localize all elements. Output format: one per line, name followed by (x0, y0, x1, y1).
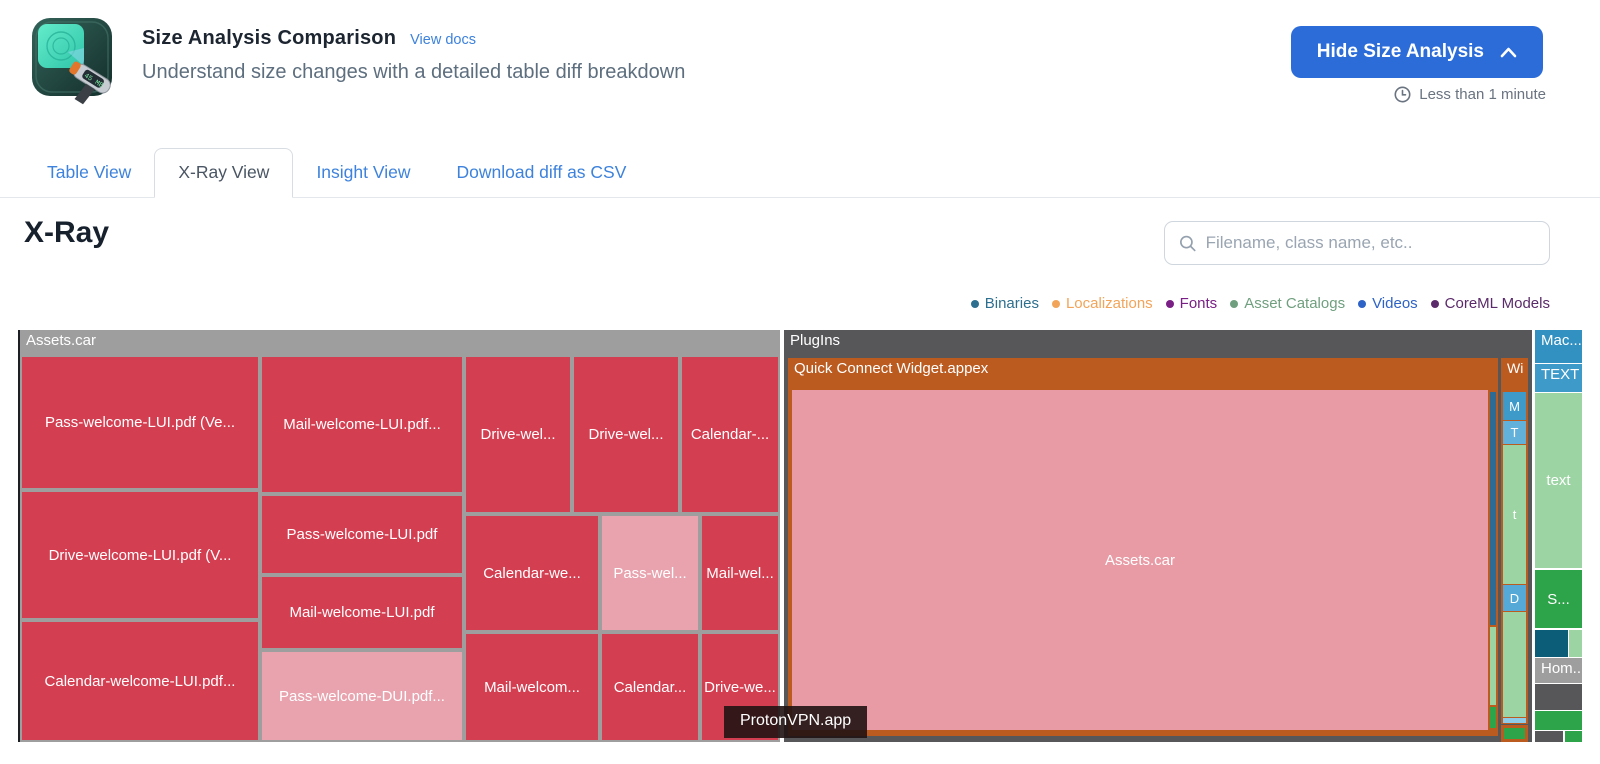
cell-hom-label: Hom... (1541, 660, 1582, 677)
search-icon (1180, 235, 1196, 251)
legend-dot-binaries (970, 299, 979, 308)
cell-text-upper[interactable]: TEXT (1535, 364, 1582, 392)
legend-item-videos[interactable]: Videos (1358, 295, 1418, 312)
xray-gun-icon: 45 MB (32, 18, 112, 105)
cell-d[interactable]: D (1503, 585, 1526, 611)
tab-bar: Table View X-Ray View Insight View Download… (0, 148, 1600, 198)
cell-assets-car-pink[interactable]: Assets.car (792, 390, 1488, 730)
group-mac-label: Mac... (1541, 332, 1582, 349)
legend-label: Asset Catalogs (1244, 295, 1346, 312)
cell-text-lower[interactable]: text (1535, 393, 1582, 568)
cell-t-lower[interactable]: t (1503, 445, 1526, 584)
cell-drive-wel-1[interactable]: Drive-wel... (466, 357, 570, 512)
cell-text-upper-label: TEXT (1541, 366, 1580, 383)
legend-label: CoreML Models (1444, 295, 1550, 312)
chevron-up-icon (1500, 47, 1517, 57)
cell-mail-wel[interactable]: Mail-wel... (702, 516, 778, 630)
cell-mac-green2[interactable] (1565, 731, 1582, 742)
group-quick-connect-widget-label: Quick Connect Widget.appex (794, 360, 989, 377)
header-title-row: Size Analysis Comparison View docs (142, 27, 476, 50)
tab-x-ray-view[interactable]: X-Ray View (154, 148, 294, 198)
cell-wi-mini-green[interactable] (1504, 728, 1525, 739)
group-mac[interactable]: Mac... (1535, 330, 1582, 363)
legend-dot-localizations (1051, 299, 1060, 308)
legend-item-binaries[interactable]: Binaries (970, 295, 1039, 312)
search-input[interactable] (1205, 233, 1535, 253)
cell-mac-gray2[interactable] (1535, 731, 1563, 742)
legend-dot-asset-catalogs (1230, 299, 1239, 308)
cell-mail-welcom[interactable]: Mail-welcom... (466, 634, 598, 740)
legend-dot-videos (1358, 299, 1367, 308)
search-box[interactable] (1164, 221, 1550, 265)
cell-strip-blue[interactable] (1490, 392, 1496, 625)
legend-label: Localizations (1065, 295, 1153, 312)
cell-pass-welcome-lui-ve[interactable]: Pass-welcome-LUI.pdf (Ve... (22, 357, 258, 488)
cell-wi-bluesliver[interactable] (1503, 718, 1526, 723)
duration-text: Less than 1 minute (1419, 86, 1546, 103)
cell-mail-welcome-lui-1[interactable]: Mail-welcome-LUI.pdf... (262, 357, 462, 492)
cell-calendar-2[interactable]: Calendar... (602, 634, 698, 740)
duration-indicator: Less than 1 minute (1394, 86, 1546, 103)
cell-calendar-1[interactable]: Calendar-... (682, 357, 778, 512)
legend-item-asset-catalogs[interactable]: Asset Catalogs (1230, 295, 1345, 312)
cell-strip-lightgreen[interactable] (1490, 627, 1496, 705)
cell-drive-wel-2[interactable]: Drive-wel... (574, 357, 678, 512)
legend-item-fonts[interactable]: Fonts (1165, 295, 1218, 312)
legend-dot-coreml-models (1430, 299, 1439, 308)
group-plugins-label: PlugIns (790, 332, 841, 349)
cell-mac-gray[interactable] (1535, 684, 1582, 710)
page-title: Size Analysis Comparison (142, 27, 397, 49)
legend-label: Fonts (1179, 295, 1218, 312)
cell-pass-welcome-lui[interactable]: Pass-welcome-LUI.pdf (262, 496, 462, 573)
legend-dot-fonts (1165, 299, 1174, 308)
cell-teal-side[interactable] (1569, 630, 1582, 657)
cell-pass-wel-pink[interactable]: Pass-wel... (602, 516, 698, 630)
clock-icon (1394, 86, 1411, 103)
group-assets-car-label: Assets.car (26, 332, 97, 349)
cell-wi-green[interactable] (1503, 612, 1526, 717)
group-wi-label: Wi (1507, 360, 1524, 376)
cell-t-upper[interactable]: T (1503, 421, 1526, 444)
tab-download-diff-as-csv[interactable]: Download diff as CSV (456, 162, 627, 182)
cell-mac-green[interactable] (1535, 711, 1582, 730)
hide-size-analysis-button[interactable]: Hide Size Analysis (1290, 26, 1543, 78)
legend-label: Binaries (984, 295, 1039, 312)
cell-strip-green[interactable] (1490, 707, 1496, 728)
legend-item-coreml-models[interactable]: CoreML Models (1430, 295, 1550, 312)
cell-hom[interactable]: Hom... (1535, 658, 1582, 683)
app-icon: 45 MB (28, 10, 120, 110)
cell-mail-welcome-lui-2[interactable]: Mail-welcome-LUI.pdf (262, 577, 462, 648)
cell-teal[interactable] (1535, 630, 1568, 657)
view-docs-link[interactable]: View docs (410, 32, 476, 48)
hover-tooltip: ProtonVPN.app (724, 706, 868, 738)
section-heading: X-Ray (24, 216, 110, 249)
legend-item-localizations[interactable]: Localizations (1051, 295, 1153, 312)
tab-table-view[interactable]: Table View (47, 162, 132, 182)
cell-s[interactable]: S... (1535, 570, 1582, 628)
cell-calendar-welcome-lui[interactable]: Calendar-welcome-LUI.pdf... (22, 622, 258, 740)
tab-insight-view[interactable]: Insight View (316, 162, 411, 182)
cell-drive-welcome-lui-v[interactable]: Drive-welcome-LUI.pdf (V... (22, 492, 258, 618)
hide-button-label: Hide Size Analysis (1316, 41, 1484, 62)
treemap-legend: Binaries Localizations Fonts Asset Catalogs… (970, 295, 1550, 312)
treemap: Assets.car Pass-welcome-LUI.pdf (Ve... Dri… (18, 330, 1582, 742)
legend-label: Videos (1372, 295, 1418, 312)
cell-m[interactable]: M (1503, 392, 1526, 420)
page-subtitle: Understand size changes with a detailed … (142, 61, 686, 83)
cell-calendar-we[interactable]: Calendar-we... (466, 516, 598, 630)
cell-pass-welcome-dui[interactable]: Pass-welcome-DUI.pdf... (262, 652, 462, 740)
